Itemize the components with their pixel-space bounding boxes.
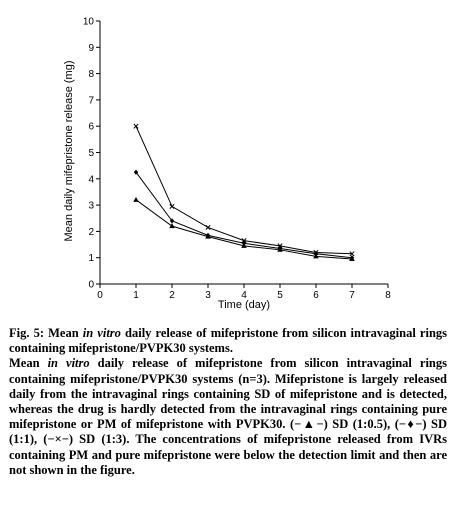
x-axis-label: Time (day) <box>218 299 270 311</box>
series-layer <box>133 123 355 262</box>
y-tick-label: 0 <box>88 280 94 291</box>
y-tick-label: 6 <box>88 122 94 133</box>
figure-label: Fig. 5: <box>9 326 44 340</box>
data-point-diamond <box>169 218 175 224</box>
x-tick-label: 1 <box>133 290 139 301</box>
data-point-cross <box>277 243 283 249</box>
x-tick-label: 8 <box>385 290 391 301</box>
data-point-triangle <box>133 196 139 202</box>
y-tick-label: 5 <box>88 148 94 159</box>
y-tick-label: 10 <box>83 17 95 28</box>
y-tick-label: 3 <box>88 201 94 212</box>
x-tick-label: 4 <box>241 290 247 301</box>
caption-title-start: Mean <box>48 326 79 340</box>
caption-body-italic: in vitro <box>47 356 90 371</box>
y-tick-label: 2 <box>88 227 94 238</box>
x-tick-label: 2 <box>169 290 175 301</box>
data-point-diamond <box>349 255 355 261</box>
data-point-cross <box>133 123 139 129</box>
x-tick-label: 0 <box>97 290 103 301</box>
data-point-diamond <box>205 232 211 238</box>
y-tick-label: 8 <box>88 69 94 80</box>
data-point-cross <box>349 251 355 257</box>
x-tick-label: 6 <box>313 290 319 301</box>
data-point-cross <box>169 203 175 209</box>
y-tick-label: 4 <box>88 174 94 185</box>
x-tick-label: 7 <box>349 290 355 301</box>
series-cross <box>133 123 355 257</box>
caption-title: Fig. 5: Mean in vitro daily release of m… <box>9 326 447 356</box>
axes: 0 1 2 3 4 5 6 7 8 0 1 2 3 4 5 6 7 8 9 10 <box>83 17 391 302</box>
caption-body-rest: daily release of mifepristone from silic… <box>9 356 447 477</box>
y-tick-label: 7 <box>88 95 94 106</box>
data-point-triangle <box>169 223 175 229</box>
data-point-cross <box>241 238 247 244</box>
line-chart: 0 1 2 3 4 5 6 7 8 0 1 2 3 4 5 6 7 8 9 10 Time (day) Mean da… <box>63 17 391 312</box>
chart: 0 1 2 3 4 5 6 7 8 0 1 2 3 4 5 6 7 8 9 10 Time (day) Mean da… <box>63 17 391 312</box>
y-tick-label: 9 <box>88 43 94 54</box>
data-point-cross <box>205 224 211 231</box>
caption-body-start: Mean <box>9 356 40 371</box>
data-point-diamond <box>241 240 247 246</box>
series-line <box>135 199 353 260</box>
figure-caption: Fig. 5: Mean in vitro daily release of m… <box>9 326 447 478</box>
data-point-diamond <box>133 169 139 175</box>
data-point-cross <box>313 249 319 255</box>
caption-body: Mean in vitro daily release of mifeprist… <box>9 356 447 478</box>
series-line <box>135 125 353 255</box>
caption-title-rest: daily release of mifepristone from silic… <box>9 326 448 356</box>
y-tick-label: 1 <box>88 253 94 264</box>
x-tick-label: 5 <box>277 290 283 301</box>
y-axis-label: Mean daily mifepristone release (mg) <box>63 61 75 242</box>
caption-title-italic: in vitro <box>82 326 121 340</box>
x-tick-label: 3 <box>205 290 211 301</box>
series-triangle <box>133 196 355 262</box>
